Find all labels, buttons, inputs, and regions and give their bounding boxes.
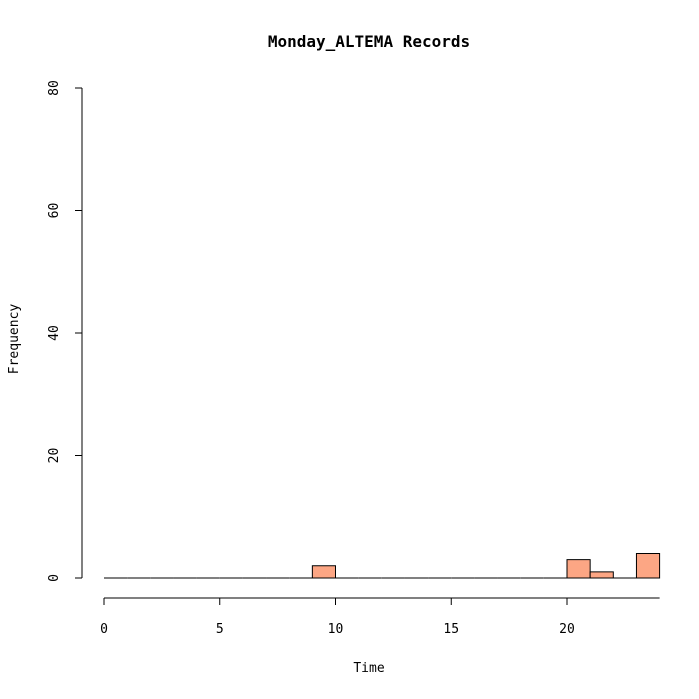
histogram-bar (635, 553, 661, 579)
y-axis: 0 20 40 60 80 (47, 80, 83, 582)
x-tick-label: 10 (328, 622, 344, 637)
x-axis-title: Time (353, 661, 384, 676)
histogram-bar (311, 565, 337, 579)
y-tick-label: 80 (47, 80, 62, 96)
chart-title: Monday_ALTEMA Records (268, 32, 470, 51)
y-tick-label: 60 (47, 203, 62, 219)
histogram-bar (589, 571, 614, 579)
x-tick-label: 20 (559, 622, 575, 637)
x-axis: 0 5 10 15 20 (100, 597, 660, 637)
x-tick-label: 5 (216, 622, 224, 637)
y-tick-label: 0 (47, 574, 62, 582)
histogram-bar (566, 559, 591, 579)
y-axis-title: Frequency (7, 304, 22, 375)
x-tick-label: 15 (443, 622, 459, 637)
bars-layer (104, 553, 661, 579)
y-tick-label: 20 (47, 448, 62, 464)
x-tick-label: 0 (100, 622, 108, 637)
y-tick-label: 40 (47, 325, 62, 341)
